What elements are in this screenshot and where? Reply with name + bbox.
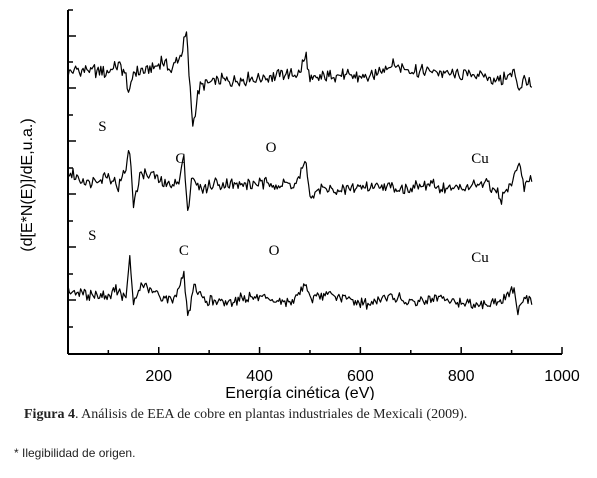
peak-label: Cu [471, 250, 489, 266]
source-note: * Ilegibilidad de origen. [14, 446, 136, 460]
x-tick-label: 1000 [544, 368, 580, 385]
eea-chart: 200 400 600 800 1000 Energía cinética (eV) (d[… [19, 9, 580, 402]
caption-text: . Análisis de EEA de cobre en plantas in… [74, 407, 468, 422]
x-axis-title: Energía cinética (eV) [225, 385, 374, 400]
caption-label: Figura 4 [24, 407, 75, 422]
x-tick-label: 600 [347, 368, 374, 385]
peak-label: S [98, 119, 106, 135]
peak-label: Cu [471, 151, 489, 167]
chart-series [67, 31, 533, 317]
x-tick-label: 200 [145, 368, 172, 385]
figure-caption: Figura 4. Análisis de EEA de cobre en pl… [24, 407, 584, 423]
chart-labels: S C O Cu S C O Cu [88, 119, 489, 266]
chart-axes: 200 400 600 800 1000 Energía cinética (eV) (d[… [19, 9, 580, 402]
x-tick-label: 400 [246, 368, 273, 385]
x-tick-label: 800 [448, 368, 475, 385]
peak-label: S [88, 228, 96, 244]
peak-label: C [179, 243, 189, 259]
spectrum-line-1 [67, 31, 533, 127]
spectrum-line-2 [67, 150, 533, 211]
peak-label: C [175, 151, 185, 167]
peak-label: O [266, 140, 277, 156]
spectrum-line-3 [67, 255, 533, 317]
y-axis-title: (d[E*N(E)]/dE,u.a.) [19, 118, 36, 251]
peak-label: O [269, 243, 280, 259]
